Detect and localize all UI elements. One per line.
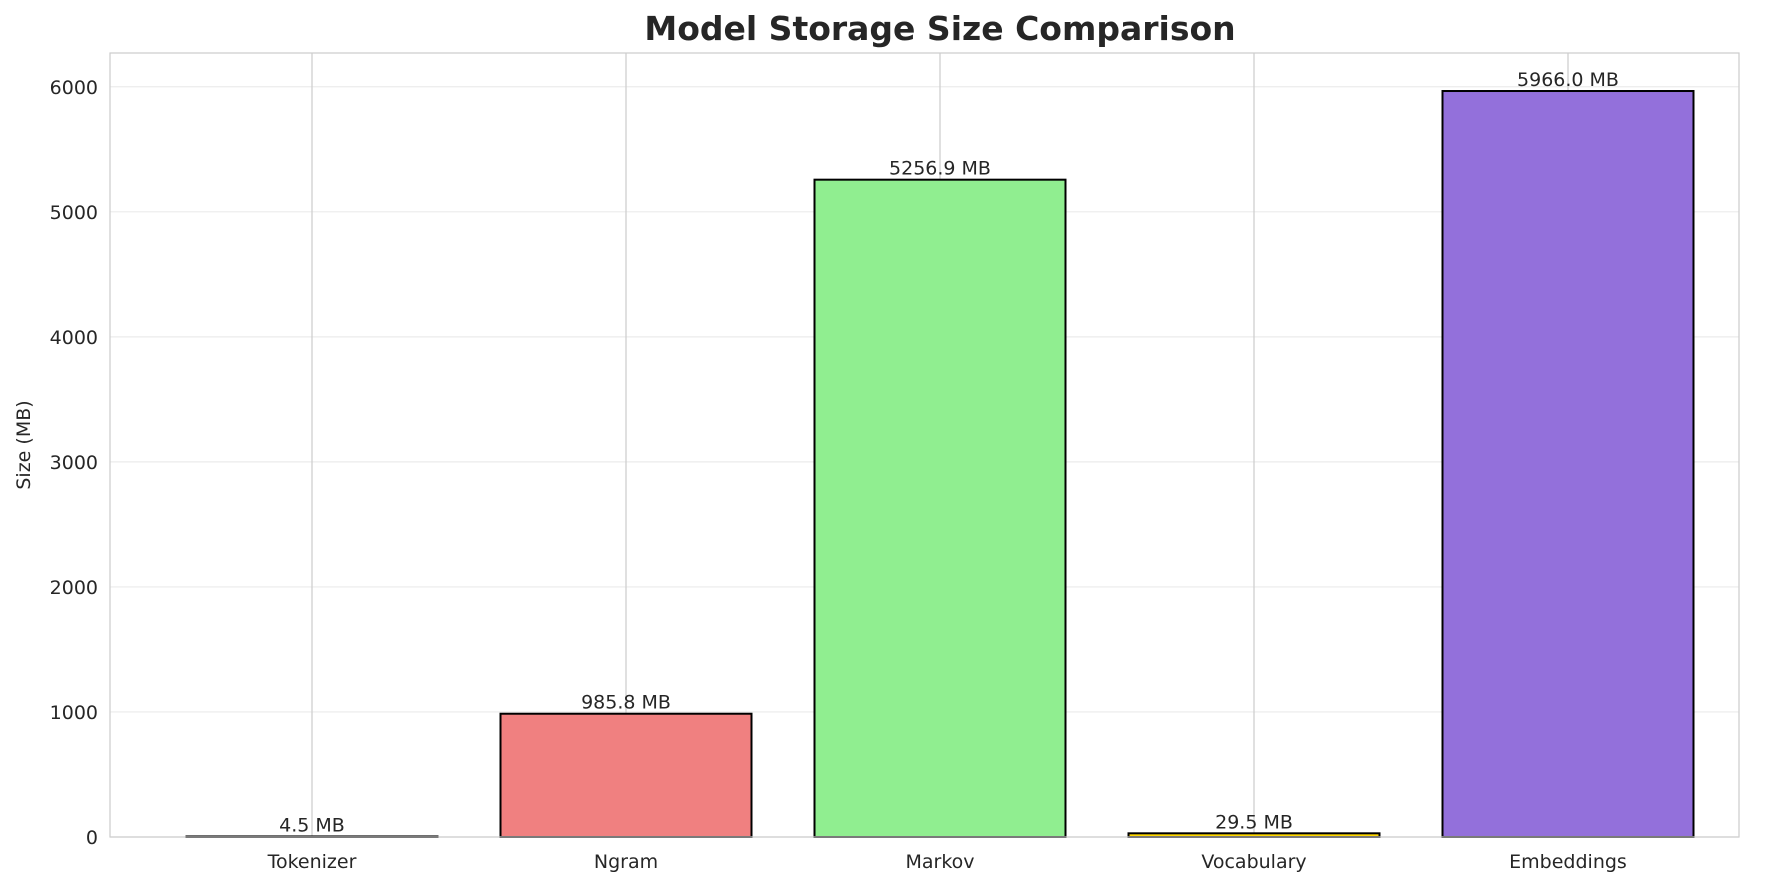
y-axis-label: Size (MB) xyxy=(13,400,35,489)
bars xyxy=(185,90,1695,839)
bar-ngram xyxy=(499,712,753,839)
y-tick-label: 6000 xyxy=(50,77,98,99)
y-tick-label: 1000 xyxy=(50,702,98,724)
chart-title: Model Storage Size Comparison xyxy=(644,9,1235,48)
x-axis-ticks: Tokenizer Ngram Markov Vocabulary Embeddings xyxy=(267,851,1627,873)
data-label: 5256.9 MB xyxy=(889,158,991,180)
data-labels: 4.5 MB 985.8 MB 5256.9 MB 29.5 MB 5966.0 MB xyxy=(279,69,1619,836)
x-tick-label: Tokenizer xyxy=(267,851,357,873)
y-tick-label: 2000 xyxy=(50,577,98,599)
x-tick-label: Ngram xyxy=(594,851,658,873)
x-tick-label: Embeddings xyxy=(1509,851,1627,873)
data-label: 5966.0 MB xyxy=(1517,69,1619,91)
bar-embeddings xyxy=(1441,90,1695,838)
x-tick-label: Markov xyxy=(905,851,974,873)
y-tick-label: 4000 xyxy=(50,327,98,349)
plot-frame xyxy=(109,52,1740,838)
y-tick-label: 0 xyxy=(86,827,98,849)
y-tick-label: 5000 xyxy=(50,202,98,224)
data-label: 4.5 MB xyxy=(279,814,345,836)
data-label: 29.5 MB xyxy=(1215,811,1293,833)
bar-markov xyxy=(813,178,1067,838)
y-tick-label: 3000 xyxy=(50,452,98,474)
y-axis-ticks: 0 1000 2000 3000 4000 5000 6000 xyxy=(50,77,98,849)
x-tick-label: Vocabulary xyxy=(1201,851,1306,873)
data-label: 985.8 MB xyxy=(581,692,671,714)
